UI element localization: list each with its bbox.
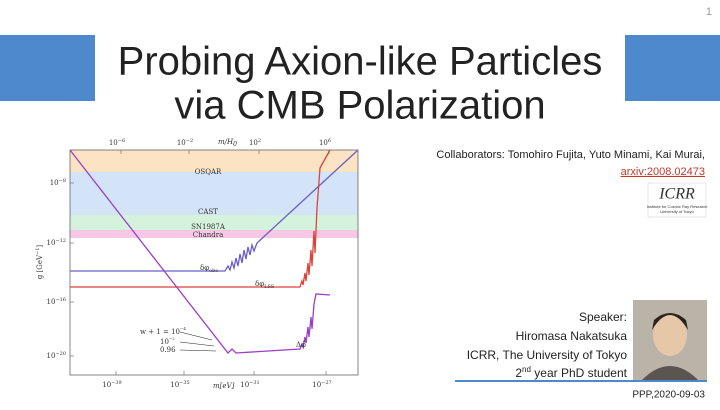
curve-label: Δφ̃	[296, 340, 306, 349]
band-label: CAST	[198, 208, 218, 216]
figure: OSQAR CAST SN1987A Chandra δφobs δφLSS Δ…	[35, 138, 359, 390]
tick-label: 10−8	[50, 178, 66, 188]
curve-label-sub: obs	[209, 268, 218, 274]
w-label-exp: −4	[180, 326, 186, 331]
w-label-main: w + 1 = 10	[140, 328, 180, 336]
tick-exp: −12	[55, 238, 66, 244]
tick-exp: 6	[328, 138, 331, 144]
band-sn	[70, 215, 358, 230]
accent-bar-right	[625, 35, 720, 101]
w-label: w + 1 = 10−4	[140, 326, 186, 336]
date: PPP,2020-09-03	[632, 390, 705, 401]
curve-label: δφLSS	[255, 280, 275, 290]
bottom-axis-label: m[eV]	[213, 382, 235, 390]
photo-hair	[652, 313, 688, 330]
curve-label-main: δφ	[255, 280, 264, 288]
tick-exp: −8	[59, 178, 66, 184]
band-label: SN1987A	[191, 223, 226, 231]
curve-label-sub: LSS	[264, 284, 275, 290]
tick-base: 10	[240, 381, 249, 389]
w-label: 10−2	[160, 336, 175, 346]
plot-frame	[69, 149, 359, 376]
logo-subtitle: Institute for Cosmic Ray Research	[647, 204, 708, 209]
tick-base: 10	[319, 139, 328, 147]
band-chandra	[70, 230, 358, 238]
speaker-affiliation: ICRR, The University of Tokyo	[467, 348, 628, 362]
tick-exp: −31	[249, 380, 260, 386]
tick-label: 10−2	[177, 138, 193, 148]
tick-label: 102	[249, 138, 261, 148]
tick-base: 10	[170, 381, 179, 389]
y-axis-label-main: g [GeV	[36, 254, 44, 279]
tick-exp: −35	[179, 380, 190, 386]
band-label: OSQAR	[195, 168, 222, 176]
tick-label: 10−31	[240, 380, 259, 390]
year-number: 2	[515, 366, 522, 380]
curve-lss	[70, 149, 331, 288]
title-line: via CMB Polarization	[174, 84, 545, 128]
curve-label: δφobs	[200, 264, 218, 274]
w-label-main: 10	[160, 338, 169, 346]
logo-name: ICRR	[658, 186, 695, 203]
tick-exp: 2	[258, 138, 261, 144]
tick-base: 10	[47, 352, 56, 360]
year-suffix: nd	[522, 365, 531, 374]
tick-label: 106	[319, 138, 331, 148]
photo-body	[640, 366, 700, 382]
band-osqar	[70, 150, 358, 172]
tick-exp: −20	[55, 351, 66, 357]
collaborators: Collaborators: Tomohiro Fujita, Yuto Min…	[436, 149, 705, 161]
w-label: 0.96	[160, 346, 176, 354]
w-label-exp: −2	[169, 336, 175, 341]
year-rest: year PhD student	[531, 366, 628, 380]
tick-exp: −16	[55, 297, 66, 303]
tick-base: 10	[249, 139, 258, 147]
tick-base: 10	[312, 381, 321, 389]
accent-bar-left	[0, 35, 95, 101]
curve-delta	[69, 149, 331, 354]
tick-label: 10−12	[47, 238, 66, 248]
top-axis-label-sub: 0	[233, 141, 237, 148]
tick-base: 10	[177, 139, 186, 147]
tick-label: 10−39	[102, 380, 121, 390]
band-label: Chandra	[193, 231, 224, 239]
photo-face	[653, 314, 687, 356]
logo-box	[647, 182, 707, 218]
curve-label-main: δφ	[200, 264, 209, 272]
logo-subtitle: University of Tokyo	[660, 209, 694, 214]
speaker-name: Hiromasa Nakatsuka	[516, 329, 628, 343]
y-axis-label-exp: −1	[35, 248, 41, 255]
tick-base: 10	[47, 298, 56, 306]
tick-label: 10−6	[109, 138, 125, 148]
tick-label: 10−20	[47, 351, 66, 361]
tick-base: 10	[102, 381, 111, 389]
title-line: Probing Axion-like Particles	[118, 40, 603, 84]
tick-label: 10−35	[170, 380, 189, 390]
arxiv-link[interactable]: arxiv:2008.02473	[621, 166, 705, 178]
y-axis-label-end: ]	[36, 245, 44, 248]
tick-exp: −27	[321, 380, 332, 386]
top-axis-label: m/H0	[218, 138, 237, 148]
speaker-photo	[633, 300, 707, 382]
curve-obs	[70, 149, 359, 272]
speaker-label: Speaker:	[579, 310, 627, 324]
tick-exp: −39	[111, 380, 122, 386]
tick-base: 10	[47, 239, 56, 247]
speaker-year: 2nd year PhD student	[515, 365, 627, 380]
page-number: 1	[706, 6, 712, 18]
y-axis-label: g [GeV−1]	[35, 245, 45, 280]
tick-label: 10−27	[312, 380, 331, 390]
tick-base: 10	[50, 179, 59, 187]
tick-base: 10	[109, 139, 118, 147]
tick-exp: −6	[118, 138, 125, 144]
tick-label: 10−16	[47, 297, 66, 307]
top-axis-label-main: m/H	[218, 138, 234, 146]
tick-exp: −2	[186, 138, 193, 144]
w-arrows	[179, 331, 217, 352]
